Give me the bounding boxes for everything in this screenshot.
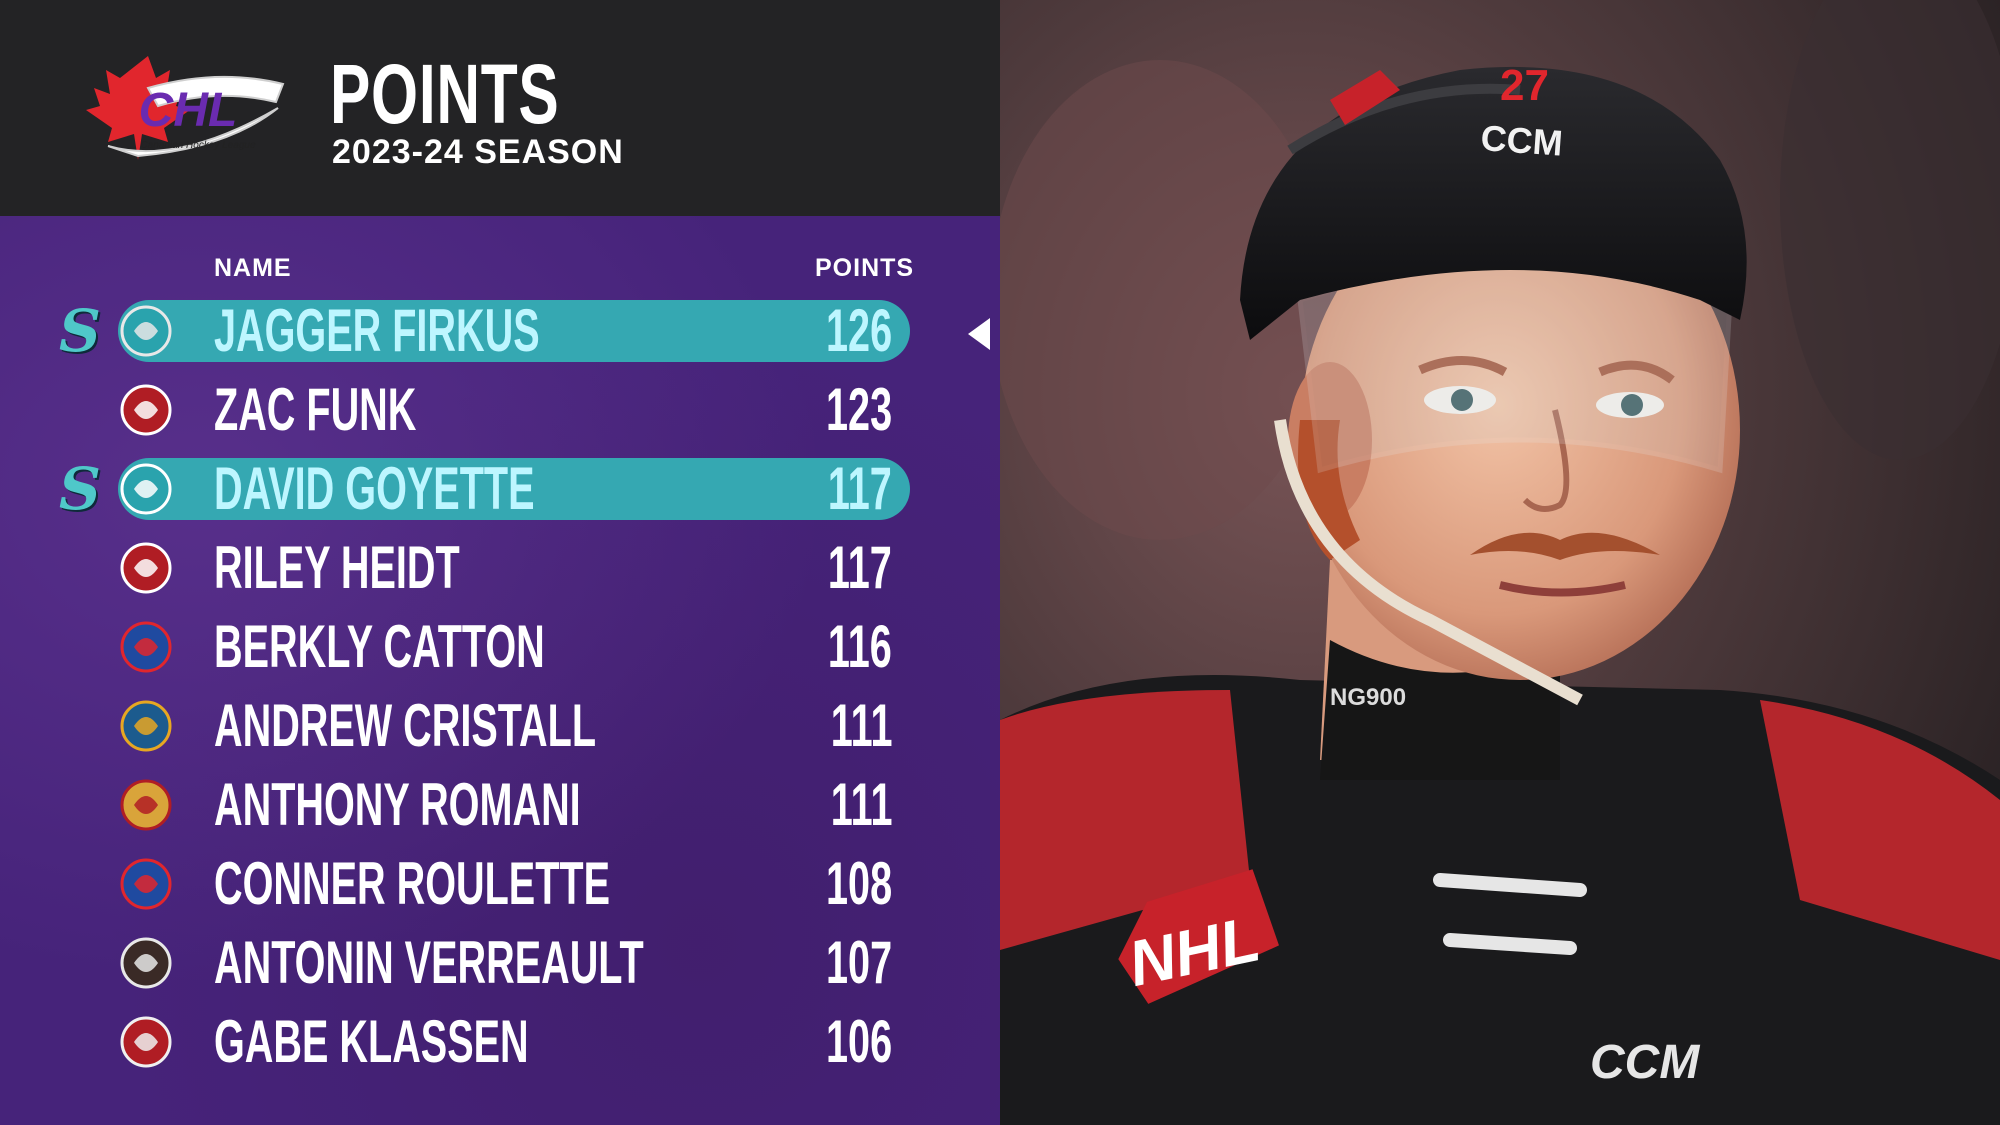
portland-winterhawks-icon: [120, 1016, 172, 1068]
svg-text:Canadian Hockey League: Canadian Hockey League: [140, 140, 256, 151]
svg-text:CCM: CCM: [1479, 117, 1564, 164]
seattle-kraken-icon: S: [59, 455, 101, 523]
spokane-chiefs-icon: [120, 858, 172, 910]
table-row: ZAC FUNK 123: [0, 377, 1000, 443]
table-row: GABE KLASSEN 106: [0, 1009, 1000, 1075]
player-name: ZAC FUNK: [214, 376, 417, 443]
player-photo: NHL CCM NG900 CCM: [1000, 0, 2000, 1125]
player-points: 108: [825, 850, 892, 917]
row-highlight: [118, 458, 910, 520]
table-row: ANTHONY ROMANI 111: [0, 772, 1000, 838]
player-name: GABE KLASSEN: [214, 1008, 529, 1075]
player-points: 117: [828, 455, 892, 522]
player-points: 111: [830, 692, 892, 759]
svg-text:CCM: CCM: [1590, 1036, 1700, 1089]
selection-arrow-icon: [968, 318, 990, 350]
player-illustration: NHL CCM NG900 CCM: [1000, 0, 2000, 1125]
column-header-name: NAME: [214, 254, 292, 282]
north-bay-battalion-icon: [120, 779, 172, 831]
moose-jaw-warriors-icon: [120, 305, 172, 357]
player-points: 117: [828, 534, 892, 601]
seattle-kraken-icon: S: [59, 297, 101, 365]
player-name: ANTHONY ROMANI: [214, 771, 581, 838]
gatineau-olympiques-icon: [120, 937, 172, 989]
svg-text:CHL: CHL: [139, 84, 238, 137]
player-name: DAVID GOYETTE: [214, 455, 535, 522]
player-points: 123: [825, 376, 892, 443]
player-name: BERKLY CATTON: [214, 613, 545, 680]
header: CHL Canadian Hockey League POINTS 2023-2…: [0, 0, 1000, 216]
prince-george-cougars-icon: [120, 384, 172, 436]
player-name: JAGGER FIRKUS: [214, 297, 540, 364]
table-row: ANDREW CRISTALL 111: [0, 693, 1000, 759]
table-row: RILEY HEIDT 117: [0, 535, 1000, 601]
table-row: BERKLY CATTON 116: [0, 614, 1000, 680]
player-points: 116: [828, 613, 892, 680]
sudbury-wolves-icon: [120, 463, 172, 515]
player-name: RILEY HEIDT: [214, 534, 460, 601]
player-name: CONNER ROULETTE: [214, 850, 610, 917]
season-subtitle: 2023-24 SEASON: [332, 133, 624, 171]
player-points: 111: [830, 771, 892, 838]
svg-text:27: 27: [1500, 61, 1549, 110]
table-row: ANTONIN VERREAULT 107: [0, 930, 1000, 996]
table-row: S DAVID GOYETTE 117: [0, 456, 1000, 522]
row-highlight: [118, 300, 910, 362]
svg-text:NG900: NG900: [1330, 684, 1406, 711]
table-row: S JAGGER FIRKUS 126: [0, 298, 1000, 364]
table-row: CONNER ROULETTE 108: [0, 851, 1000, 917]
chl-logo: CHL Canadian Hockey League: [86, 56, 285, 160]
prince-george-cougars-icon: [120, 542, 172, 594]
player-name: ANDREW CRISTALL: [214, 692, 597, 759]
leaderboard: NAME POINTS S JAGGER FIRKUS 126 ZAC FUNK 123…: [0, 216, 1000, 1125]
column-header-points: POINTS: [815, 254, 915, 282]
player-points: 106: [825, 1008, 892, 1075]
spokane-chiefs-icon: [120, 621, 172, 673]
standings-panel: CHL Canadian Hockey League POINTS 2023-2…: [0, 0, 1000, 1125]
player-points: 107: [825, 929, 892, 996]
player-name: ANTONIN VERREAULT: [214, 929, 644, 996]
player-points: 126: [825, 297, 892, 364]
page-title: POINTS: [330, 47, 560, 141]
kelowna-rockets-icon: [120, 700, 172, 752]
